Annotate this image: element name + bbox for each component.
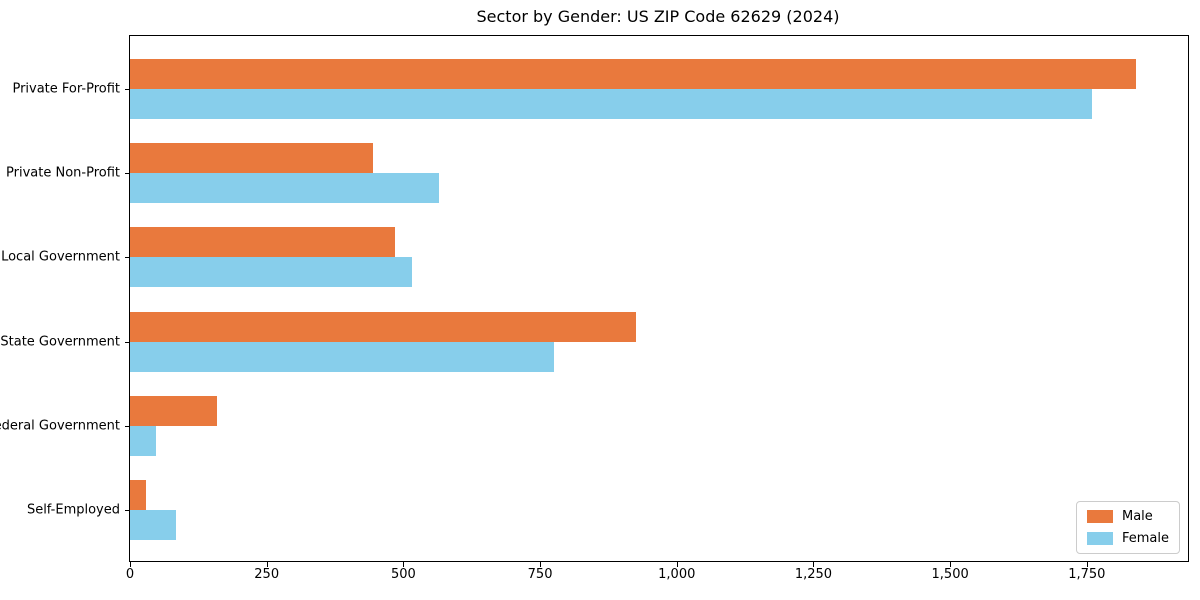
y-tick-mark (125, 341, 130, 343)
bar-male-federal-government (130, 395, 218, 426)
y-tick-mark (125, 510, 130, 511)
y-tick-mark (125, 173, 130, 175)
y-tick-label-federal-government: Federal Government (0, 418, 120, 434)
x-tick-label: 0 (125, 567, 135, 582)
legend-label-male: Male (1121, 509, 1153, 524)
legend-swatch-female (1086, 532, 1113, 545)
x-tick-mark (130, 562, 131, 567)
legend: Male Female (1075, 501, 1180, 554)
x-tick-label: 1,000 (658, 567, 696, 582)
bar-male-self-employed (130, 480, 147, 510)
y-tick-label-state-government: State Government (0, 334, 120, 350)
bar-female-state-government (130, 341, 554, 372)
x-tick-label: 1,500 (931, 567, 969, 582)
x-tick-label: 750 (527, 567, 553, 582)
y-tick-label-self-employed: Self-Employed (26, 502, 120, 518)
y-tick-label-local-government: Local Government (1, 249, 120, 265)
x-tick-mark (403, 562, 405, 567)
y-tick-mark (125, 89, 130, 90)
x-tick-label: 500 (390, 567, 416, 582)
x-tick-mark (676, 562, 678, 567)
x-tick-label: 250 (254, 567, 280, 582)
x-tick-label: 1,750 (1068, 567, 1106, 582)
y-tick-mark (125, 425, 130, 427)
x-tick-mark (950, 562, 952, 567)
x-tick-mark (1086, 562, 1088, 567)
chart-title: Sector by Gender: US ZIP Code 62629 (202… (476, 7, 840, 26)
plot-area: Male Female Private For-Profit Private Non… (0, 35, 1189, 582)
legend-label-female: Female (1121, 531, 1169, 546)
bar-female-private-for-profit (130, 89, 1093, 119)
legend-item-male: Male (1086, 509, 1169, 524)
bar-male-local-government (130, 227, 396, 258)
legend-swatch-male (1086, 510, 1113, 523)
bar-female-federal-government (130, 425, 157, 456)
y-tick-label-private-for-profit: Private For-Profit (12, 81, 120, 97)
bar-female-private-non-profit (130, 173, 439, 204)
bar-female-self-employed (130, 510, 177, 540)
x-tick-mark (813, 562, 815, 567)
bar-female-local-government (130, 257, 412, 288)
bar-male-private-for-profit (130, 59, 1137, 89)
y-tick-label-private-non-profit: Private Non-Profit (6, 165, 120, 181)
y-tick-mark (125, 257, 130, 259)
legend-item-female: Female (1086, 531, 1169, 546)
bar-male-state-government (130, 311, 636, 342)
x-tick-mark (266, 562, 268, 567)
bar-male-private-non-profit (130, 143, 374, 174)
x-tick-label: 1,250 (794, 567, 833, 582)
x-tick-mark (540, 562, 542, 567)
